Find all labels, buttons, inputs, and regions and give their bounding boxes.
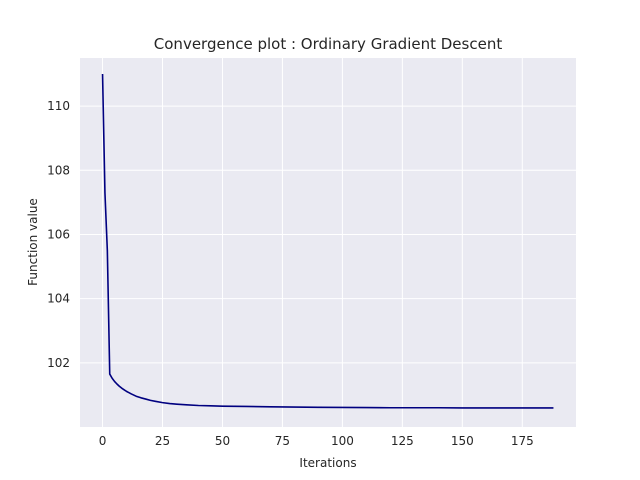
x-tick-label: 175 [511,434,534,448]
grid-layer [80,58,576,427]
y-tick-label: 106 [47,227,70,241]
x-axis-label: Iterations [299,456,356,470]
x-tick-label: 50 [215,434,230,448]
chart-title: Convergence plot : Ordinary Gradient Des… [154,35,503,53]
x-tick-label: 75 [275,434,290,448]
series-line [101,74,554,409]
x-tick-label: 25 [155,434,170,448]
y-tick-label: 104 [47,292,70,306]
series-layer [101,74,554,409]
y-tick-label: 102 [47,356,70,370]
x-tick-label: 100 [331,434,354,448]
y-axis-label: Function value [26,198,40,286]
tick-layer: 0 25 50 75 100 125 150 175 102 104 106 108 110 [47,99,534,448]
x-tick-label: 150 [451,434,474,448]
x-tick-label: 125 [391,434,414,448]
y-tick-label: 110 [47,99,70,113]
y-tick-label: 108 [47,163,70,177]
plot-background [80,58,576,427]
x-tick-label: 0 [99,434,107,448]
